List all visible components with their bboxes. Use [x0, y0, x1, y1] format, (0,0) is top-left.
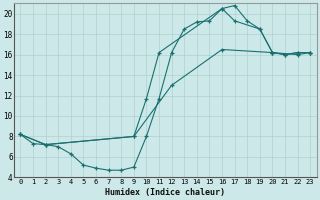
X-axis label: Humidex (Indice chaleur): Humidex (Indice chaleur) [105, 188, 225, 197]
